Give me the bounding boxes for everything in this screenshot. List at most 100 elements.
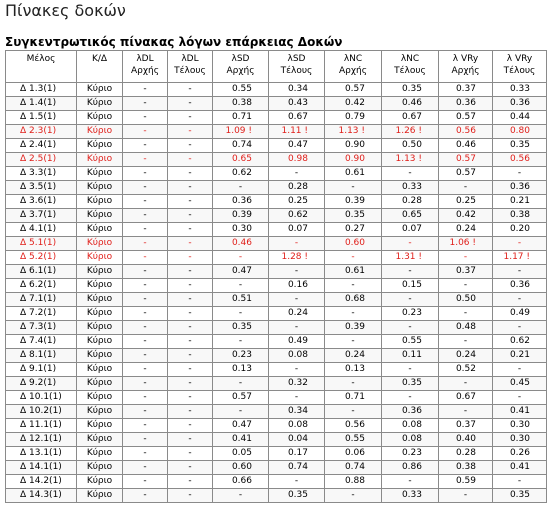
ratio-cell: - — [492, 292, 547, 307]
member-cell: Δ 9.2(1) — [5, 376, 77, 391]
ratio-cell: - — [268, 292, 325, 307]
ratio-cell: 0.07 — [268, 222, 325, 237]
member-cell: Δ 9.1(1) — [5, 362, 77, 377]
ratio-cell: - — [167, 138, 213, 153]
type-cell: Κύριο — [76, 96, 123, 111]
ratio-cell: - — [122, 460, 168, 475]
ratio-cell: 0.30 — [212, 222, 269, 237]
ratio-cell: 0.08 — [268, 418, 325, 433]
ratio-cell: 0.08 — [381, 418, 439, 433]
ratio-cell: 0.74 — [268, 460, 325, 475]
table-row: Δ 7.1(1) Κύριο - -0.51-0.68-0.50- — [5, 292, 547, 307]
ratio-cell: - — [167, 306, 213, 321]
ratio-cell: 0.74 — [324, 460, 382, 475]
ratio-cell: 0.71 — [324, 390, 382, 405]
column-header-sublabel: Τέλους — [503, 66, 536, 76]
ratio-cell: 0.38 — [438, 460, 493, 475]
ratio-cell: - — [122, 348, 168, 363]
type-cell: Κύριο — [76, 194, 123, 209]
type-cell: Κύριο — [76, 488, 123, 503]
table-row: Δ 7.2(1) Κύριο - - -0.24-0.23-0.49 — [5, 306, 547, 321]
table-row: Δ 2.4(1) Κύριο - -0.74 0.47 0.90 0.50 0.46 0.35 — [5, 138, 547, 153]
type-cell: Κύριο — [76, 110, 123, 125]
ratio-cell: 0.62 — [212, 166, 269, 181]
ratio-cell: - — [167, 208, 213, 223]
ratio-cell: 0.46 — [438, 138, 493, 153]
ratio-cell: 0.33 — [492, 82, 547, 97]
table-row: Δ 8.1(1) Κύριο - -0.23 0.08 0.24 0.11 0.24 0.21 — [5, 348, 547, 363]
ratio-cell: - — [122, 96, 168, 111]
ratio-cell: 0.36 — [492, 180, 547, 195]
ratio-cell: - — [381, 264, 439, 279]
ratio-cell: - — [167, 264, 213, 279]
ratio-cell: - — [122, 124, 168, 139]
ratio-cell: 0.30 — [492, 432, 547, 447]
ratio-cell: 0.36 — [381, 404, 439, 419]
ratio-cell: 0.41 — [492, 404, 547, 419]
column-header-label: λDL — [136, 54, 154, 64]
member-cell: Δ 1.4(1) — [5, 96, 77, 111]
ratio-cell: 0.24 — [438, 222, 493, 237]
ratio-cell: - — [122, 418, 168, 433]
ratio-cell: - — [122, 488, 168, 503]
ratio-cell: 0.55 — [381, 334, 439, 349]
ratio-cell: 0.21 — [492, 194, 547, 209]
ratio-cell: - — [167, 404, 213, 419]
ratio-cell: 0.23 — [212, 348, 269, 363]
ratio-cell: - — [122, 390, 168, 405]
table-row: Δ 9.1(1) Κύριο - -0.13-0.13-0.52- — [5, 362, 547, 377]
ratio-cell: - — [268, 474, 325, 489]
column-header-label: λDL — [181, 54, 199, 64]
ratio-cell: 0.43 — [268, 96, 325, 111]
column-header: Μέλος — [5, 50, 77, 83]
member-cell: Δ 14.3(1) — [5, 488, 77, 503]
column-header-label: λSD — [287, 54, 306, 64]
ratio-cell: 0.79 — [324, 110, 382, 125]
member-cell: Δ 1.3(1) — [5, 82, 77, 97]
ratio-cell: 0.08 — [381, 432, 439, 447]
ratio-cell: 0.60 — [212, 460, 269, 475]
ratio-cell: 0.13 — [212, 362, 269, 377]
column-header: λNC Αρχής — [324, 50, 382, 83]
ratio-cell: 0.57 — [324, 82, 382, 97]
ratio-cell: - — [381, 320, 439, 335]
ratio-cell: 0.45 — [492, 376, 547, 391]
table-row: Δ 4.1(1) Κύριο - -0.30 0.07 0.27 0.07 0.24 0.20 — [5, 222, 547, 237]
type-cell: Κύριο — [76, 460, 123, 475]
table-row: Δ 14.3(1) Κύριο - - -0.35-0.33-0.35 — [5, 488, 547, 503]
ratio-cell: 0.30 — [492, 418, 547, 433]
ratio-cell: - — [492, 236, 547, 251]
table-row: Δ 6.2(1) Κύριο - - -0.16-0.15-0.36 — [5, 278, 547, 293]
ratio-cell: 0.38 — [212, 96, 269, 111]
member-cell: Δ 12.1(1) — [5, 432, 77, 447]
ratio-cell: - — [122, 334, 168, 349]
ratio-cell: 0.66 — [212, 474, 269, 489]
table-row: Δ 5.1(1) Κύριο - -0.46-0.60-1.06 ! - — [5, 236, 547, 251]
ratio-cell: 0.42 — [438, 208, 493, 223]
type-cell: Κύριο — [76, 348, 123, 363]
column-header-label: λSD — [231, 54, 250, 64]
member-cell: Δ 5.2(1) — [5, 250, 77, 265]
ratio-cell: - — [167, 390, 213, 405]
table-row: Δ 6.1(1) Κύριο - -0.47-0.61-0.37- — [5, 264, 547, 279]
column-header-label: Κ/Δ — [91, 54, 108, 64]
type-cell: Κύριο — [76, 376, 123, 391]
ratio-cell: - — [381, 292, 439, 307]
page-title: Πίνακες δοκών — [5, 1, 126, 20]
ratio-cell: 0.27 — [324, 222, 382, 237]
ratio-cell: - — [212, 250, 269, 265]
member-cell: Δ 3.3(1) — [5, 166, 77, 181]
ratio-cell: 0.57 — [438, 110, 493, 125]
ratio-cell: 0.90 — [324, 138, 382, 153]
ratio-cell: 0.04 — [268, 432, 325, 447]
ratio-cell: - — [167, 432, 213, 447]
ratio-cell: 0.16 — [268, 278, 325, 293]
ratio-cell: 0.37 — [438, 418, 493, 433]
ratio-cell: - — [438, 250, 493, 265]
member-cell: Δ 2.4(1) — [5, 138, 77, 153]
ratio-cell: - — [122, 292, 168, 307]
table-row: Δ 14.1(1) Κύριο - -0.60 0.74 0.74 0.86 0.38 0.41 — [5, 460, 547, 475]
ratio-cell: 0.24 — [438, 348, 493, 363]
column-header: λ VRy Τέλους — [492, 50, 547, 83]
column-header-label: λ VRy — [506, 54, 533, 64]
